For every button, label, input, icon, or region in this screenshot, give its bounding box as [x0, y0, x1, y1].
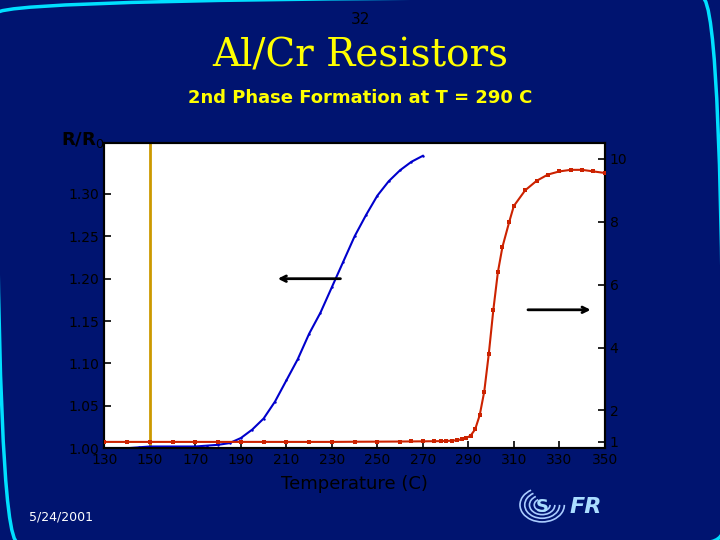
Text: 5/24/2001: 5/24/2001 [29, 511, 93, 524]
Text: Al/Cr Resistors: Al/Cr Resistors [212, 38, 508, 75]
Text: 2nd Phase Formation at T = 290 C: 2nd Phase Formation at T = 290 C [188, 89, 532, 107]
X-axis label: Temperature (C): Temperature (C) [282, 475, 428, 494]
Text: S: S [536, 498, 549, 516]
Text: FR: FR [569, 497, 601, 517]
Text: 32: 32 [351, 12, 369, 27]
Text: R/R$_0$: R/R$_0$ [61, 130, 105, 150]
